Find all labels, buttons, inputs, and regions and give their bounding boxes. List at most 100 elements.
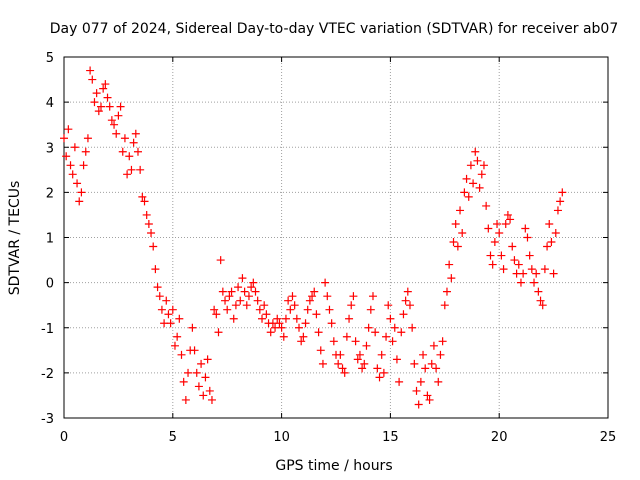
data-point xyxy=(234,283,243,292)
data-point xyxy=(382,332,391,341)
data-point xyxy=(90,98,99,107)
data-point xyxy=(410,359,419,368)
data-point xyxy=(157,305,166,314)
data-point xyxy=(351,337,360,346)
data-point xyxy=(358,364,367,373)
data-point xyxy=(438,337,447,346)
x-tick-label: 25 xyxy=(600,430,617,445)
data-point xyxy=(371,328,380,337)
data-point xyxy=(247,283,256,292)
data-point xyxy=(436,350,445,359)
data-point xyxy=(355,350,364,359)
data-point xyxy=(60,134,68,143)
data-point xyxy=(429,341,438,350)
data-point xyxy=(114,111,123,120)
data-point xyxy=(303,305,312,314)
data-point xyxy=(416,377,425,386)
data-point xyxy=(177,350,186,359)
data-point xyxy=(488,260,497,269)
data-point xyxy=(536,296,545,305)
data-point xyxy=(181,395,190,404)
data-point xyxy=(525,251,534,260)
data-point xyxy=(255,305,264,314)
data-point xyxy=(316,346,325,355)
data-point xyxy=(449,238,458,247)
data-point xyxy=(395,377,404,386)
data-point xyxy=(184,368,193,377)
data-point xyxy=(77,188,86,197)
data-point xyxy=(338,364,347,373)
data-point xyxy=(138,192,147,201)
data-point xyxy=(460,188,469,197)
data-point xyxy=(149,242,158,251)
data-point xyxy=(236,296,245,305)
data-point xyxy=(249,278,258,287)
data-point xyxy=(473,156,482,165)
data-point xyxy=(464,192,473,201)
data-point xyxy=(227,287,236,296)
data-point xyxy=(414,400,423,409)
data-point xyxy=(532,269,541,278)
data-point xyxy=(334,359,343,368)
data-point xyxy=(292,314,301,323)
data-point xyxy=(405,301,414,310)
y-tick-label: 0 xyxy=(46,277,54,292)
data-point xyxy=(223,305,232,314)
data-point xyxy=(101,80,110,89)
data-point xyxy=(556,197,565,206)
data-point xyxy=(253,296,262,305)
data-point xyxy=(166,319,175,328)
x-axis: 0 5 10 15 20 25 xyxy=(60,57,616,445)
data-point xyxy=(305,296,314,305)
data-point xyxy=(288,292,297,301)
data-point xyxy=(116,102,125,111)
data-point xyxy=(125,152,134,161)
data-point xyxy=(545,219,554,228)
data-point xyxy=(419,350,428,359)
data-point xyxy=(403,287,412,296)
data-point xyxy=(205,386,214,395)
data-point xyxy=(434,377,443,386)
data-point xyxy=(86,66,95,75)
data-point xyxy=(493,219,502,228)
data-point xyxy=(486,251,495,260)
data-point xyxy=(321,278,330,287)
chart-title: Day 077 of 2024, Sidereal Day-to-day VTE… xyxy=(50,21,619,37)
data-point xyxy=(144,219,153,228)
data-point xyxy=(214,328,223,337)
data-point xyxy=(153,283,162,292)
data-point xyxy=(495,228,504,237)
data-point xyxy=(462,174,471,183)
x-tick-label: 15 xyxy=(382,430,399,445)
data-point xyxy=(427,359,436,368)
data-point xyxy=(190,346,199,355)
data-point xyxy=(290,301,299,310)
data-point xyxy=(538,301,547,310)
data-point xyxy=(456,206,465,215)
data-point xyxy=(155,292,164,301)
data-point xyxy=(194,382,203,391)
data-point xyxy=(482,201,491,210)
data-point xyxy=(133,147,142,156)
data-point xyxy=(453,242,462,251)
data-point xyxy=(173,332,182,341)
data-point xyxy=(199,391,208,400)
data-point xyxy=(216,256,225,265)
data-point xyxy=(384,301,393,310)
x-tick-label: 20 xyxy=(491,430,508,445)
data-point xyxy=(397,328,406,337)
data-point xyxy=(458,228,467,237)
data-point xyxy=(88,75,97,84)
data-point xyxy=(240,287,249,296)
data-point xyxy=(353,355,362,364)
data-point xyxy=(521,224,530,233)
data-point xyxy=(360,359,369,368)
data-point xyxy=(277,323,286,332)
data-point xyxy=(105,102,114,111)
data-point xyxy=(118,147,127,156)
data-point xyxy=(390,323,399,332)
data-point xyxy=(301,319,310,328)
data-point xyxy=(327,319,336,328)
data-point xyxy=(318,359,327,368)
data-point xyxy=(66,161,75,170)
